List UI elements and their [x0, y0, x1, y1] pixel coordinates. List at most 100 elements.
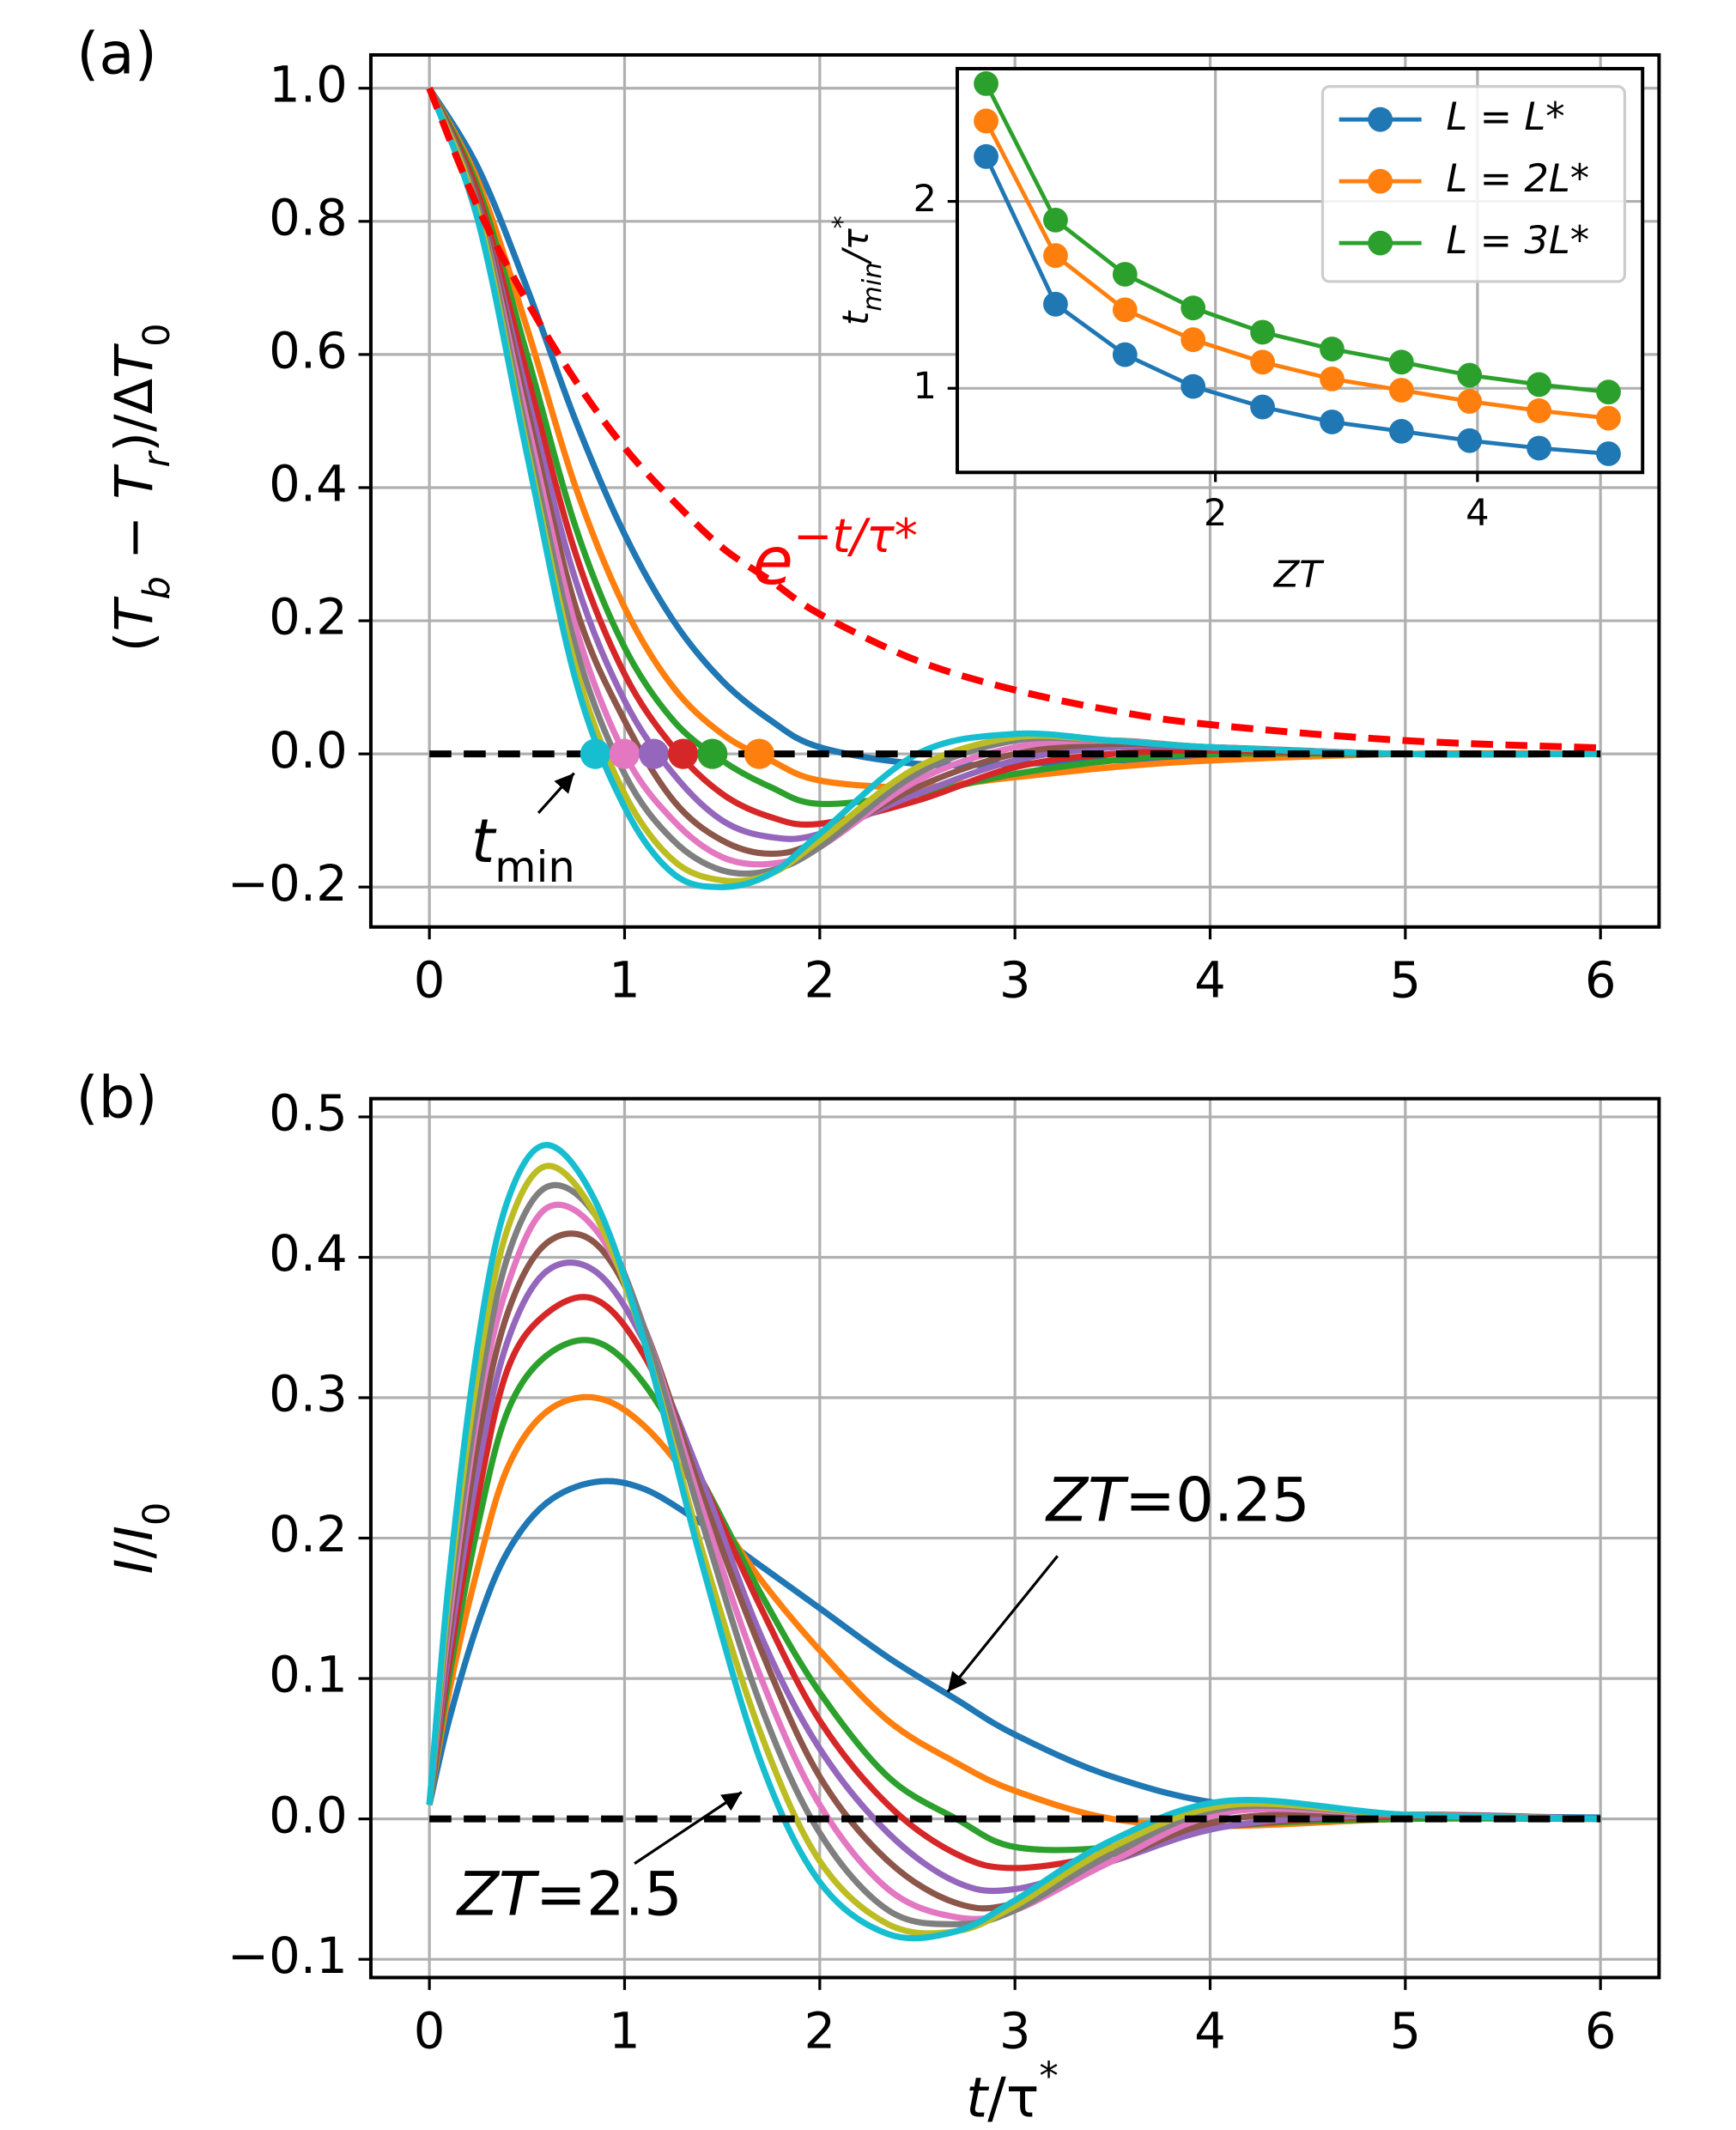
- label-part: (: [105, 632, 165, 652]
- point: [1457, 389, 1483, 414]
- label-part: t: [471, 805, 497, 876]
- annotation-arrow: [946, 1555, 1059, 1693]
- label-part: −t/τ*: [793, 509, 918, 563]
- x-tick-label: 4: [1466, 492, 1489, 535]
- annotation: ZT=0.25: [1045, 1465, 1310, 1535]
- y-tick-label: 0.0: [269, 1787, 348, 1844]
- label-part: /τ: [835, 228, 877, 265]
- label-part: =0.25: [1125, 1465, 1310, 1535]
- label-part: min: [858, 262, 888, 311]
- annotation: e−t/τ*: [753, 509, 918, 600]
- y-tick-label: 0.2: [269, 1506, 348, 1563]
- label-part: T: [105, 596, 165, 632]
- y-tick-label: 0.3: [269, 1366, 348, 1423]
- y-tick-label: 0.6: [269, 323, 348, 380]
- label-part: T: [105, 464, 165, 500]
- label-part: ZT: [1045, 1465, 1129, 1535]
- legend-marker: [1368, 230, 1393, 256]
- inset: 2 4 1 2 L = L* L = 2L* L = 3L*: [914, 66, 1645, 535]
- point: [1250, 349, 1275, 375]
- point: [1320, 367, 1344, 391]
- crossing-marker: [744, 738, 774, 769]
- label-part: I: [105, 1526, 165, 1541]
- y-tick-label: 0.0: [269, 722, 348, 780]
- line: [984, 155, 1609, 456]
- label-part: *: [1039, 2053, 1058, 2098]
- label-part: I: [105, 1559, 165, 1575]
- line: [426, 1259, 1601, 1895]
- point: [1181, 295, 1206, 321]
- legend-label: L = 3L*: [1446, 217, 1589, 263]
- x-tick-label: 2: [1204, 492, 1227, 535]
- point: [974, 108, 999, 134]
- y-tick-label: −0.2: [228, 855, 348, 913]
- inset-x-label: ZT: [1273, 553, 1326, 596]
- label-part: /τ: [987, 2066, 1039, 2130]
- legend-label: L = L*: [1446, 94, 1564, 139]
- x-tick-label: 6: [1585, 952, 1617, 1010]
- x-tick-label: 1: [609, 952, 640, 1010]
- x-tick-label: 6: [1585, 2002, 1617, 2060]
- point: [1181, 373, 1206, 399]
- x-tick-label: 1: [609, 2002, 640, 2060]
- point: [1181, 327, 1206, 353]
- label-part: T: [105, 343, 165, 379]
- point: [1527, 372, 1552, 397]
- x-tick-label: 5: [1390, 952, 1422, 1010]
- y-tick-label: 1.0: [269, 56, 348, 113]
- point: [1596, 405, 1621, 431]
- point: [1320, 337, 1344, 361]
- line: [984, 119, 1609, 421]
- label-part: −: [105, 500, 165, 577]
- x-tick-label: 2: [804, 2002, 835, 2060]
- point: [974, 71, 999, 96]
- label-part: *: [828, 215, 858, 228]
- axes-frame: [368, 1096, 1661, 1980]
- label-part: ZT: [456, 1859, 540, 1929]
- y-tick-label: 0.1: [269, 1647, 348, 1704]
- line: [426, 1162, 1601, 1937]
- annotation-arrow: [537, 772, 575, 815]
- inset-y-label: tmin/τ*: [828, 215, 888, 325]
- legend-marker: [1368, 106, 1393, 132]
- line: [426, 87, 1601, 752]
- x-tick-label: 3: [999, 952, 1031, 1010]
- point: [974, 143, 999, 169]
- label-part: e: [753, 524, 793, 600]
- x-tick-label: 3: [999, 2002, 1031, 2060]
- point: [1457, 362, 1483, 388]
- point: [1250, 319, 1275, 345]
- point: [1320, 410, 1344, 434]
- panel-label: (a): [76, 21, 157, 88]
- label-part: )/Δ: [105, 379, 165, 452]
- y-axis-label: (Tb − Tr)/ΔT0: [105, 323, 179, 652]
- point: [1596, 379, 1621, 405]
- point: [1457, 428, 1483, 453]
- point: [1250, 394, 1275, 420]
- x-tick-label: 5: [1390, 2002, 1422, 2060]
- label-part: 0: [136, 1502, 179, 1526]
- point: [1112, 297, 1138, 323]
- y-tick-label: 0.4: [269, 1225, 348, 1283]
- y-tick-label: 2: [914, 178, 937, 221]
- point: [1112, 262, 1138, 287]
- x-tick-label: 2: [804, 952, 835, 1010]
- line: [426, 87, 1601, 890]
- crossing-marker: [580, 738, 610, 769]
- annotation: tmin: [471, 805, 575, 891]
- point: [1388, 378, 1414, 403]
- y-tick-label: 0.2: [269, 589, 348, 646]
- axes-frame: [368, 52, 1661, 929]
- point: [1388, 418, 1414, 444]
- y-tick-label: 0.5: [269, 1085, 348, 1143]
- panel-label: (b): [76, 1064, 157, 1131]
- crossing-marker: [697, 738, 728, 769]
- legend-marker: [1368, 168, 1393, 194]
- label-part: r: [136, 450, 179, 467]
- point: [1596, 441, 1621, 466]
- line: [426, 1230, 1601, 1912]
- annotation-arrow: [634, 1791, 743, 1866]
- x-axis-label: t/τ*: [966, 2053, 1059, 2130]
- point: [1043, 243, 1068, 269]
